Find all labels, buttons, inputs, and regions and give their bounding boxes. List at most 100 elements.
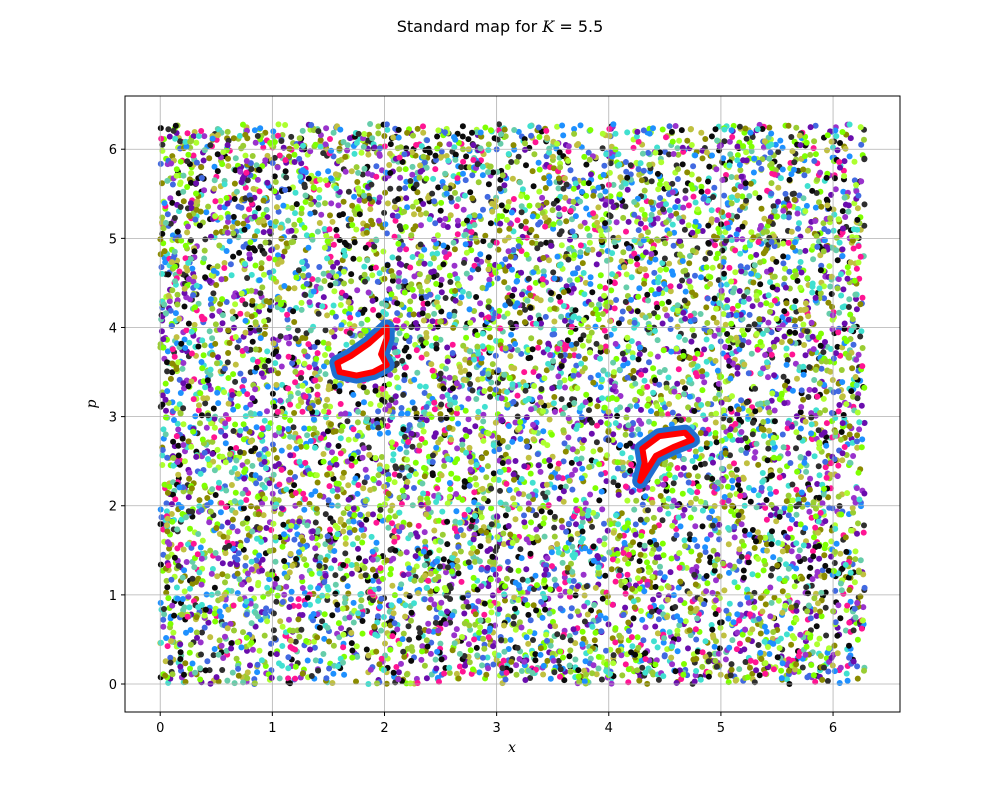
scatter-point [484, 193, 491, 200]
scatter-point [811, 387, 818, 394]
scatter-point [241, 377, 247, 384]
scatter-point [261, 318, 268, 325]
scatter-point [829, 303, 835, 310]
scatter-point [314, 228, 321, 235]
scatter-point [175, 426, 182, 433]
scatter-point [214, 590, 221, 597]
scatter-point [429, 318, 436, 325]
scatter-point [202, 384, 209, 391]
scatter-point [674, 627, 681, 634]
scatter-point [688, 548, 695, 555]
scatter-point [421, 662, 428, 669]
scatter-point [334, 663, 341, 670]
scatter-point [412, 223, 419, 230]
scatter-point [834, 257, 841, 264]
scatter-point [219, 560, 226, 567]
scatter-point [186, 475, 193, 482]
scatter-point [413, 142, 420, 148]
scatter-point [356, 256, 363, 263]
scatter-point [721, 503, 728, 510]
scatter-point [824, 147, 830, 154]
scatter-point [487, 334, 493, 341]
scatter-point [276, 675, 283, 682]
scatter-point [733, 466, 740, 473]
scatter-point [789, 351, 796, 358]
scatter-point [232, 421, 239, 428]
scatter-point [537, 394, 543, 401]
scatter-point [510, 471, 517, 478]
scatter-point [291, 536, 298, 543]
scatter-point [232, 378, 239, 385]
scatter-point [254, 669, 261, 676]
scatter-point [602, 285, 609, 291]
scatter-point [643, 272, 650, 279]
scatter-point [674, 145, 681, 152]
scatter-point [674, 380, 681, 387]
scatter-point [739, 193, 746, 200]
scatter-point [512, 458, 519, 464]
scatter-point [587, 655, 594, 662]
scatter-point [430, 175, 437, 182]
scatter-point [420, 129, 427, 136]
scatter-point [779, 314, 786, 321]
scatter-point [508, 331, 515, 338]
scatter-point [586, 232, 593, 239]
scatter-point [801, 342, 808, 348]
scatter-point [425, 577, 432, 584]
scatter-point [224, 677, 231, 684]
scatter-point [787, 525, 794, 532]
scatter-point [781, 578, 788, 584]
scatter-point [536, 134, 543, 140]
scatter-point [311, 361, 318, 368]
scatter-point [852, 548, 859, 555]
scatter-point [735, 406, 742, 413]
scatter-point [694, 543, 701, 550]
scatter-point [180, 198, 187, 205]
scatter-point [850, 627, 857, 634]
scatter-point [547, 352, 554, 358]
scatter-point [860, 604, 867, 611]
scatter-point [501, 648, 508, 655]
scatter-point [622, 604, 629, 611]
scatter-point [463, 334, 470, 341]
scatter-point [614, 557, 621, 564]
scatter-point [459, 133, 466, 140]
scatter-point [480, 418, 487, 425]
scatter-point [291, 151, 298, 158]
scatter-point [365, 151, 372, 158]
scatter-point [496, 565, 503, 572]
scatter-point [734, 152, 741, 159]
scatter-point [726, 264, 733, 271]
scatter-point [429, 190, 436, 197]
scatter-point [563, 218, 570, 225]
scatter-point [751, 454, 758, 461]
scatter-point [551, 669, 558, 676]
scatter-point [201, 255, 208, 262]
scatter-point [413, 414, 420, 421]
scatter-point [509, 175, 516, 182]
scatter-point [623, 442, 630, 449]
scatter-point [849, 316, 856, 323]
scatter-point [665, 374, 672, 381]
scatter-point [332, 581, 339, 588]
scatter-point [550, 358, 557, 364]
scatter-point [202, 400, 209, 407]
scatter-point [303, 232, 310, 239]
scatter-point [724, 331, 731, 337]
scatter-point [365, 511, 372, 518]
scatter-point [638, 532, 645, 539]
scatter-point [214, 389, 221, 396]
scatter-point [427, 260, 434, 267]
scatter-point [314, 479, 321, 486]
scatter-point [822, 604, 829, 611]
scatter-point [434, 323, 441, 330]
scatter-point [222, 579, 228, 586]
scatter-point [682, 385, 688, 392]
scatter-point [249, 338, 256, 345]
scatter-point [757, 301, 764, 308]
scatter-point [290, 424, 297, 431]
scatter-point [476, 669, 483, 676]
scatter-point [434, 294, 441, 301]
scatter-point [858, 178, 865, 185]
scatter-point [778, 675, 785, 682]
